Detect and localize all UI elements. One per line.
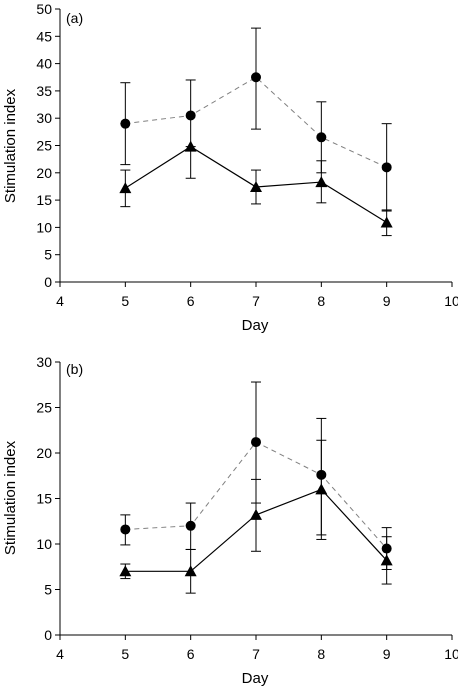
y-tick-label: 5	[44, 247, 52, 263]
y-tick-label: 5	[44, 582, 52, 598]
data-point-circle	[251, 72, 261, 83]
series-circle	[120, 27, 392, 212]
x-tick-label: 6	[187, 293, 195, 309]
x-tick-label: 8	[317, 293, 325, 309]
y-tick-label: 15	[36, 491, 52, 507]
y-tick-label: 35	[36, 83, 52, 99]
data-point-triangle	[315, 483, 328, 495]
x-tick-label: 8	[317, 646, 325, 662]
y-tick-label: 25	[36, 400, 52, 416]
data-point-triangle	[184, 140, 197, 152]
y-axis-title-a: Stimulation index	[2, 88, 19, 203]
data-point-circle	[120, 118, 131, 129]
data-point-circle	[381, 162, 392, 173]
y-tick-label: 25	[36, 138, 52, 154]
series-line	[125, 76, 387, 168]
x-tick-label: 10	[444, 646, 458, 662]
x-tick-label: 4	[56, 293, 64, 309]
data-point-circle	[120, 524, 131, 535]
x-tick-label: 10	[444, 293, 458, 309]
x-tick-label: 9	[383, 293, 391, 309]
y-tick-label: 0	[44, 627, 52, 643]
y-tick-label: 15	[36, 192, 52, 208]
x-tick-label: 4	[56, 646, 64, 662]
plot-area-b: 0 5 10 15 20 25 30 4 5 6 7 8 9 10	[36, 354, 458, 662]
y-tick-label: 10	[36, 219, 52, 235]
y-tick-label: 20	[36, 445, 52, 461]
y-axis-title-b: Stimulation index	[2, 440, 19, 555]
data-point-triangle	[315, 176, 328, 188]
x-tick-label: 6	[187, 646, 195, 662]
panel-b: (b) Day Stimulation index	[2, 361, 269, 687]
data-point-circle	[185, 520, 196, 531]
y-tick-label: 0	[44, 274, 52, 290]
data-point-triangle	[250, 508, 262, 520]
data-point-triangle	[119, 565, 132, 577]
data-point-triangle	[380, 216, 393, 228]
y-tick-label: 10	[36, 536, 52, 552]
panel-label-a: (a)	[66, 10, 83, 26]
data-point-circle	[251, 437, 261, 448]
x-tick-label: 5	[121, 646, 129, 662]
panel-a: (a) Day Stimulation index	[2, 10, 269, 334]
x-tick-label: 9	[383, 646, 391, 662]
data-point-triangle	[119, 182, 132, 194]
x-tick-label: 7	[252, 293, 260, 309]
y-tick-label: 45	[36, 28, 52, 44]
data-point-circle	[316, 132, 327, 143]
data-point-triangle	[250, 180, 262, 192]
series-triangle	[119, 439, 393, 594]
series-triangle	[119, 140, 393, 237]
y-tick-label: 30	[36, 110, 52, 126]
x-axis-title-a: Day	[242, 317, 269, 334]
x-axis-title-b: Day	[242, 670, 269, 686]
y-tick-label: 40	[36, 56, 52, 72]
y-tick-label: 50	[36, 1, 52, 17]
x-tick-label: 5	[121, 293, 129, 309]
y-tick-label: 30	[36, 354, 52, 370]
data-point-circle	[185, 110, 196, 121]
data-point-triangle	[184, 565, 197, 577]
data-point-triangle	[380, 554, 393, 566]
x-tick-label: 7	[252, 646, 260, 662]
panel-label-b: (b)	[66, 361, 83, 377]
y-tick-label: 20	[36, 165, 52, 181]
